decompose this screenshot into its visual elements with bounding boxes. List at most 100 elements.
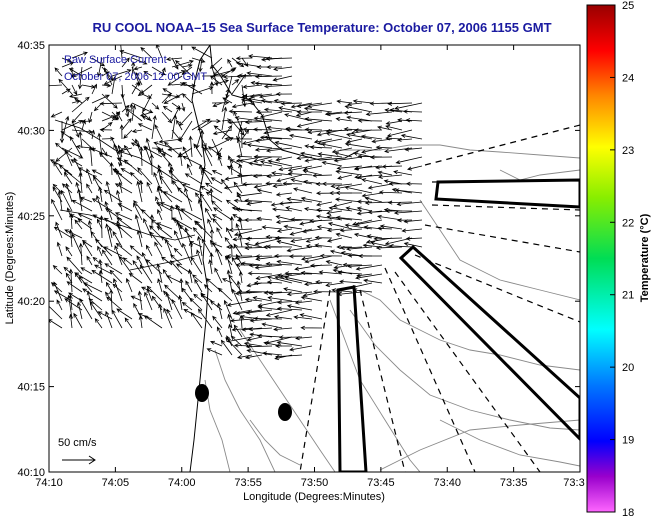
current-vector (334, 151, 353, 158)
current-vector (208, 259, 213, 275)
current-vector (286, 246, 313, 253)
current-vector (271, 171, 293, 176)
current-vector (77, 218, 93, 230)
current-vector (286, 304, 313, 311)
current-vector (276, 174, 303, 183)
current-vector (224, 236, 233, 248)
y-tick-label: 40:20 (17, 296, 45, 308)
current-vector (178, 294, 183, 311)
current-vector (143, 71, 153, 77)
current-vector (316, 225, 333, 230)
current-vector (253, 154, 283, 159)
current-vector (180, 208, 203, 221)
current-vector (377, 226, 393, 231)
current-vector (98, 259, 103, 275)
station-marker (278, 403, 292, 421)
scale-arrow (62, 455, 96, 465)
current-vector (293, 187, 313, 194)
current-vector (123, 129, 133, 139)
current-vector (330, 183, 353, 189)
current-vector (216, 326, 223, 338)
current-vector (217, 302, 223, 320)
current-vector (344, 223, 373, 230)
current-vector (233, 181, 243, 194)
current-vector (302, 291, 323, 298)
current-vector (296, 155, 313, 161)
current-vector (244, 297, 263, 302)
current-vector (356, 273, 373, 278)
current-vector (355, 273, 383, 280)
current-vector (103, 246, 123, 257)
current-vector (205, 191, 223, 203)
current-vector (171, 57, 179, 70)
current-vector (55, 142, 73, 158)
current-vector (364, 196, 383, 203)
current-vector (287, 171, 313, 176)
current-vector (205, 182, 223, 194)
current-vector (210, 177, 223, 185)
current-vector (52, 264, 63, 275)
colorbar-tick-label: 19 (622, 435, 634, 447)
current-vector (211, 214, 223, 221)
current-vector (231, 79, 240, 86)
current-vector (246, 282, 263, 288)
current-vector (300, 325, 323, 330)
current-vector (256, 188, 273, 194)
current-vector (207, 146, 223, 158)
current-vector (273, 66, 293, 72)
current-vector (275, 192, 293, 197)
current-vector (202, 146, 213, 167)
current-vector (111, 75, 117, 95)
current-vector (236, 191, 243, 203)
current-vector (131, 81, 140, 95)
current-vector (226, 227, 233, 239)
current-vector (132, 260, 143, 275)
current-vector (249, 318, 273, 323)
current-vector (385, 120, 403, 126)
current-vector (146, 285, 163, 302)
current-vector (50, 111, 63, 118)
current-vector (325, 131, 353, 140)
current-vector (215, 247, 223, 266)
current-vector (193, 143, 203, 158)
current-vector (266, 275, 293, 284)
current-vector (149, 231, 163, 248)
current-vector (156, 222, 173, 230)
current-vector (252, 296, 273, 302)
current-vector (91, 169, 103, 176)
current-vector (94, 318, 103, 329)
current-vector (63, 171, 73, 185)
current-vector (129, 245, 143, 257)
current-vector (263, 341, 283, 347)
x-tick-label: 73:40 (433, 477, 461, 489)
map-plot-area (48, 44, 581, 473)
colorbar-tick-label: 24 (622, 72, 634, 84)
current-vector (303, 179, 323, 185)
current-vector (346, 115, 373, 122)
current-vector (121, 104, 130, 113)
current-vector (151, 102, 160, 110)
current-vector (346, 246, 373, 251)
current-vector (104, 291, 113, 302)
current-vector (278, 165, 303, 172)
current-vector (287, 165, 313, 172)
current-vector (49, 84, 63, 87)
current-vector (343, 110, 363, 115)
current-vector (157, 164, 163, 176)
current-vector (120, 168, 133, 176)
current-vector (339, 279, 363, 284)
current-vector (282, 181, 303, 186)
current-vector (326, 228, 343, 233)
current-vector (81, 119, 86, 131)
current-vector (165, 292, 173, 311)
current-vector (115, 242, 133, 257)
current-vector (274, 354, 303, 359)
current-vector (286, 291, 313, 297)
current-vector (337, 174, 353, 180)
current-vector (78, 275, 93, 293)
current-vector (68, 68, 83, 77)
current-vector (238, 163, 243, 185)
current-vector (196, 249, 203, 266)
current-vector (158, 148, 173, 158)
current-vector (101, 115, 116, 122)
